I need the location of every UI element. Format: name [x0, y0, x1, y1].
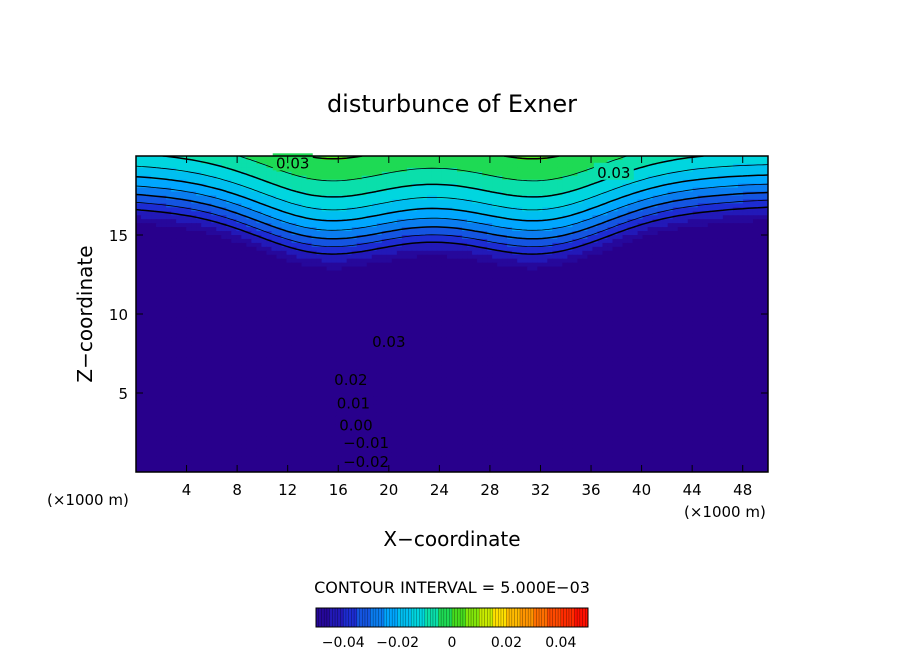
y-tick-label: 5 [118, 385, 128, 403]
colorbar-band [370, 608, 385, 627]
colorbar-band [547, 608, 562, 627]
x-tick-label: 32 [531, 481, 550, 499]
colorbar-tick-label: 0.02 [491, 635, 522, 651]
chart-title: disturbunce of Exner [327, 90, 577, 118]
contour-label: 0.03 [597, 164, 630, 182]
contour-line [136, 199, 768, 247]
contour-labels: 0.03 0.03 0.03 0.02 0.01 0.00−0.01−0.02 [272, 153, 634, 471]
colorbar-band [316, 608, 330, 627]
contour-label: 0.02 [334, 371, 367, 389]
contour-label-bg [272, 153, 313, 171]
x-axis-label: X−coordinate [383, 527, 520, 551]
colorbar-band [343, 608, 358, 627]
contour-label: 0.03 [276, 154, 309, 172]
x-axis-ticks: 4 8 12 16 20 24 28 32 36 40 44 48 [182, 156, 752, 499]
colorbar-band [533, 608, 548, 627]
x-tick-label: 12 [278, 481, 297, 499]
contour-line [136, 174, 768, 222]
colorbar-band [492, 608, 507, 627]
colorbar-tick-label: 0.04 [545, 635, 576, 651]
x-tick-label: 16 [329, 481, 348, 499]
contour-label: 0.00 [339, 417, 372, 435]
contour-label: −0.01 [343, 434, 389, 452]
contour-label-bg [593, 162, 634, 180]
colorbar-band [506, 608, 521, 627]
colorbar-band [574, 608, 589, 627]
x-tick-label: 44 [683, 481, 702, 499]
colorbar-band [424, 608, 439, 627]
contour-label-bg [333, 393, 374, 411]
y-axis-label: Z−coordinate [73, 245, 97, 382]
x-tick-label: 36 [581, 481, 600, 499]
colorbar-tick-label: 0 [448, 635, 457, 651]
contour-line [136, 183, 768, 231]
contour-label-bg [335, 415, 376, 433]
contour-label: 0.01 [337, 394, 370, 412]
x-tick-label: 20 [379, 481, 398, 499]
colorbar-band [438, 608, 453, 627]
colorbar-band [384, 608, 398, 627]
contour-label-bg [368, 331, 409, 349]
x-tick-label: 8 [232, 481, 242, 499]
colorbar-ticks: −0.04 −0.02 0 0.02 0.04 [322, 635, 577, 651]
x-unit-label: (×1000 m) [684, 503, 766, 521]
filled-contour-field [136, 156, 768, 472]
colorbar-band [465, 608, 480, 627]
colorbar-band [479, 608, 494, 627]
y-tick-label: 15 [109, 227, 128, 245]
colorbar-band [356, 608, 371, 627]
colorbar-tick-label: −0.02 [376, 635, 419, 651]
x-tick-label: 24 [430, 481, 449, 499]
x-tick-label: 4 [182, 481, 192, 499]
contour-label-bg [341, 432, 391, 450]
colorbar-band [520, 608, 534, 627]
colorbar-band [452, 608, 466, 627]
contour-line [136, 191, 768, 240]
x-tick-label: 40 [632, 481, 651, 499]
colorbar-frame [315, 607, 589, 628]
colorbar [315, 608, 589, 627]
contour-label-bg [341, 451, 391, 469]
contour-label-bg [330, 369, 371, 387]
x-tick-label: 48 [733, 481, 752, 499]
contour-label: 0.03 [372, 333, 405, 351]
contour-interval-note: CONTOUR INTERVAL = 5.000E−03 [314, 578, 590, 597]
x-tick-label: 28 [480, 481, 499, 499]
contour-line [136, 164, 768, 211]
colorbar-band [411, 608, 426, 627]
colorbar-band [560, 608, 575, 627]
y-axis-ticks: 5 10 15 [109, 227, 768, 403]
y-tick-label: 10 [109, 306, 128, 324]
colorbar-band [397, 608, 412, 627]
y-unit-label: (×1000 m) [47, 491, 129, 509]
colorbar-tick-label: −0.04 [322, 635, 365, 651]
colorbar-band [329, 608, 344, 627]
contour-label: −0.02 [343, 453, 389, 471]
